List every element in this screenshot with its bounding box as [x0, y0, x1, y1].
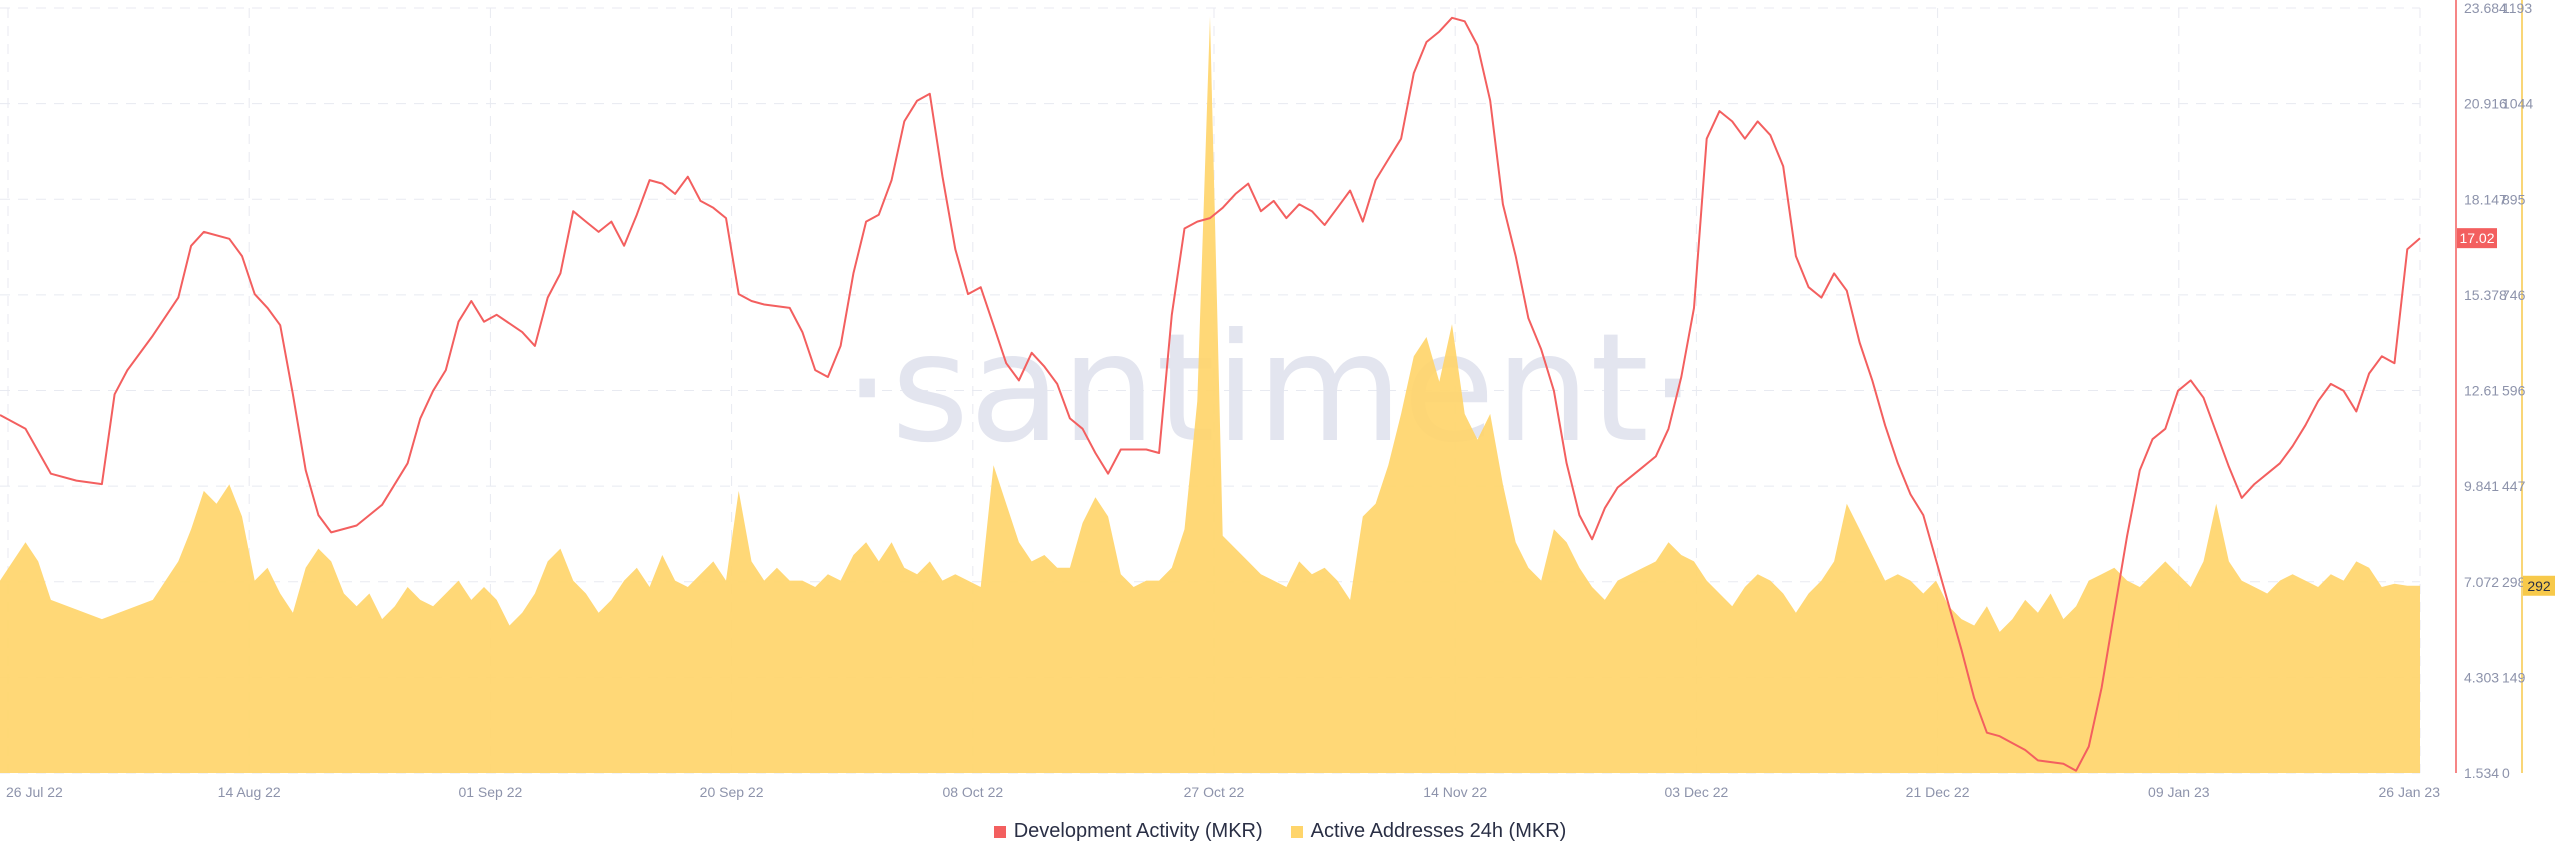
development-activity-path: [0, 16, 2421, 772]
legend-item-active-addresses[interactable]: Active Addresses 24h (MKR): [1290, 820, 1567, 843]
x-axis-tick-label: 27 Oct 22: [1184, 784, 1245, 800]
left-axis-tick-label: 12.61: [2464, 383, 2499, 399]
x-axis-tick-label: 08 Oct 22: [942, 784, 1003, 800]
left-axis-tick-label: 9.841: [2464, 478, 2499, 494]
active-addresses-value-badge: [2523, 575, 2555, 596]
left-axis-tick-label: 15.378: [2464, 287, 2507, 303]
x-axis-tick-label: 03 Dec 22: [1664, 784, 1728, 800]
right-axis-tick-label: 298: [2502, 574, 2526, 590]
dev-activity-value-label: 17.02: [2459, 230, 2494, 246]
left-axis-tick-label: 23.684: [2464, 0, 2507, 16]
right-axis-tick-label: 746: [2502, 287, 2526, 303]
legend-swatch-active-addresses: [1290, 825, 1303, 838]
active-addresses-value-label: 292: [2527, 578, 2551, 594]
legend-label-dev-activity: Development Activity (MKR): [1013, 820, 1263, 842]
x-axis-tick-label: 09 Jan 23: [2148, 784, 2210, 800]
right-axis-tick-label: 447: [2502, 478, 2526, 494]
left-axis-tick-label: 4.303: [2464, 669, 2499, 685]
x-axis-tick-label: 21 Dec 22: [1906, 784, 1970, 800]
right-axis-tick-label: 0: [2502, 765, 2510, 781]
x-axis-tick-label: 01 Sep 22: [458, 784, 522, 800]
right-axis-tick-label: 895: [2502, 191, 2526, 207]
santiment-watermark: ·santiment·: [843, 302, 1696, 476]
left-axis-tick-label: 7.072: [2464, 574, 2499, 590]
right-axis-tick-label: 596: [2502, 383, 2526, 399]
tick-labels: 23.684 20.916 18.147 15.378 12.61 9.841 7.072 4…: [6, 0, 2533, 800]
left-axis-tick-label: 1.534: [2464, 765, 2499, 781]
axes: [2455, 0, 2523, 773]
left-axis-tick-label: 20.916: [2464, 96, 2507, 112]
x-axis-tick-label: 26 Jul 22: [6, 784, 63, 800]
legend-item-dev-activity[interactable]: Development Activity (MKR): [993, 820, 1263, 843]
x-axis-tick-label: 20 Sep 22: [700, 784, 764, 800]
development-activity-line: [0, 16, 2421, 772]
right-axis-tick-label: 1044: [2502, 96, 2533, 112]
x-axis-tick-label: 14 Nov 22: [1423, 784, 1487, 800]
x-axis-tick-label: 26 Jan 23: [2379, 784, 2441, 800]
current-value-badges: 17.02 292: [2457, 228, 2555, 596]
dev-activity-value-badge: [2457, 228, 2497, 249]
right-axis-tick-label: 149: [2502, 669, 2526, 685]
right-axis-tick-label: 1193: [2502, 0, 2532, 16]
x-axis-tick-label: 14 Aug 22: [218, 784, 281, 800]
legend-swatch-dev-activity: [993, 825, 1006, 838]
active-addresses-area: [0, 16, 2420, 774]
active-addresses-area-fill: [0, 16, 2420, 774]
legend: Development Activity (MKR) Active Addres…: [0, 820, 2560, 843]
legend-label-active-addresses: Active Addresses 24h (MKR): [1310, 820, 1567, 842]
left-axis-tick-label: 18.147: [2464, 191, 2507, 207]
